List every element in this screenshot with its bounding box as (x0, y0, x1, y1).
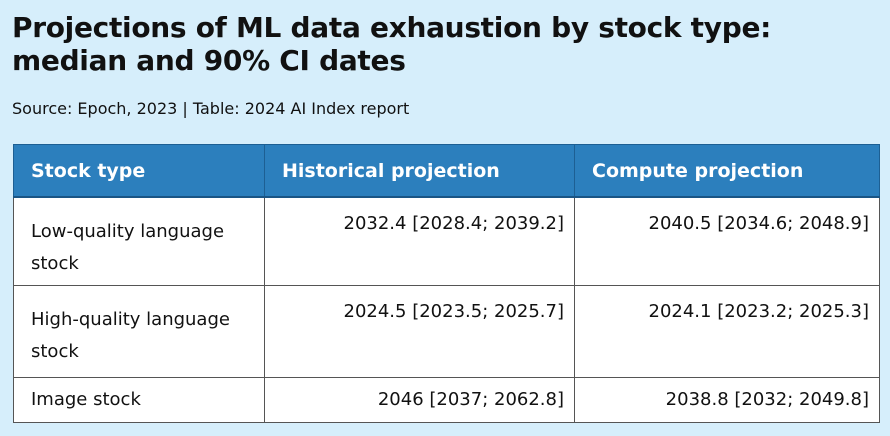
column-header-compute-projection: Compute projection (574, 144, 880, 198)
row-label-cell: Image stock (13, 376, 265, 423)
source-caption: Source: Epoch, 2023 | Table: 2024 AI Ind… (12, 99, 410, 118)
compute-projection-cell: 2038.8 [2032; 2049.8] (574, 376, 880, 423)
historical-projection-cell: 2032.4 [2028.4; 2039.2] (264, 196, 575, 286)
table-row: Image stock 2046 [2037; 2062.8] 2038.8 [… (13, 376, 880, 423)
page-title: Projections of ML data exhaustion by sto… (12, 11, 772, 77)
table-row: Low-quality language stock 2032.4 [2028.… (13, 196, 880, 286)
column-header-historical-projection: Historical projection (264, 144, 575, 198)
table-header-row: Stock type Historical projection Compute… (13, 144, 880, 198)
column-header-stock-type: Stock type (13, 144, 265, 198)
compute-projection-cell: 2024.1 [2023.2; 2025.3] (574, 284, 880, 378)
table-row: High-quality language stock 2024.5 [2023… (13, 284, 880, 378)
row-label-cell: Low-quality language stock (13, 196, 265, 286)
historical-projection-cell: 2024.5 [2023.5; 2025.7] (264, 284, 575, 378)
row-label-cell: High-quality language stock (13, 284, 265, 378)
compute-projection-cell: 2040.5 [2034.6; 2048.9] (574, 196, 880, 286)
historical-projection-cell: 2046 [2037; 2062.8] (264, 376, 575, 423)
projection-table: Stock type Historical projection Compute… (13, 144, 880, 423)
